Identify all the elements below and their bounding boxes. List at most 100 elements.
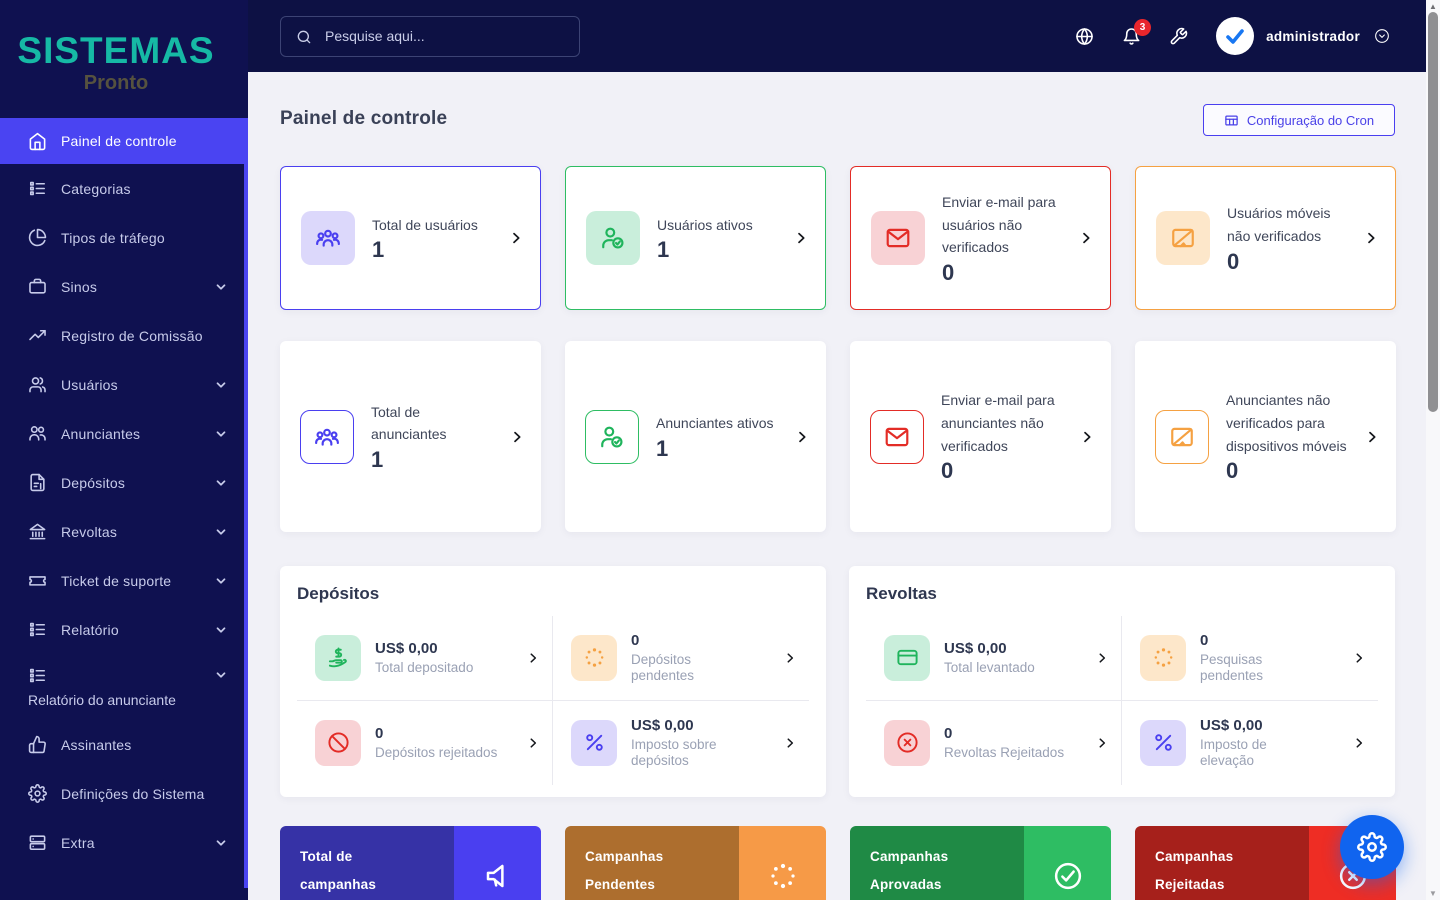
stat-card-usuarios-ativos[interactable]: Usuários ativos 1	[565, 166, 826, 310]
panel-item-total-depositado[interactable]: US$ 0,00 Total depositado	[297, 616, 553, 701]
stat-card-text: Total de usuários 1	[372, 214, 494, 263]
cron-config-button[interactable]: Configuração do Cron	[1203, 104, 1395, 136]
sidebar-item-label: Usuários	[61, 376, 118, 393]
sidebar-item-tipos-de-trafego[interactable]: Tipos de tráfego	[0, 213, 248, 262]
panel-item-depositos-pendentes[interactable]: 0 Depósitos pendentes	[553, 616, 809, 701]
chevron-right-icon	[1363, 230, 1379, 246]
chevron-down-circle-icon[interactable]	[1374, 28, 1390, 44]
revoltas-panel: Revoltas US$ 0,00 Total levantado 0 Pesq…	[849, 566, 1395, 797]
list-icon	[28, 620, 47, 639]
sidebar-item-painel-de-controle[interactable]: Painel de controle	[0, 118, 248, 164]
stat-card-value: 0	[942, 259, 955, 285]
stat-card-title: Usuários móveis não verificados	[1227, 205, 1331, 244]
stat-card-anunciantes-ativos[interactable]: Anunciantes ativos 1	[565, 341, 826, 532]
sidebar-item-sinos[interactable]: Sinos	[0, 262, 248, 311]
sidebar-item-depositos[interactable]: Depósitos	[0, 458, 248, 507]
campaign-card-total-de-campanhas[interactable]: Total de campanhas	[280, 826, 541, 900]
sidebar-item-anunciantes[interactable]: Anunciantes	[0, 409, 248, 458]
panel-item-pesquisas-pendentes[interactable]: 0 Pesquisas pendentes	[1122, 616, 1378, 701]
chevron-right-icon	[526, 736, 540, 750]
sidebar: SISTEMAS Pronto Painel de controle Categ…	[0, 0, 248, 900]
panel-item-label: Imposto sobre depósitos	[631, 736, 717, 768]
loader-icon	[571, 634, 617, 681]
sidebar-item-label: Painel de controle	[61, 133, 177, 149]
panel-item-imposto-sobre-depositos[interactable]: US$ 0,00 Imposto sobre depósitos	[553, 701, 809, 786]
stat-card-text: Usuários ativos 1	[657, 214, 779, 263]
sidebar-item-ticket-de-suporte[interactable]: Ticket de suporte	[0, 556, 248, 605]
pie-chart-icon	[28, 228, 47, 247]
panel-item-depositos-rejeitados[interactable]: 0 Depósitos rejeitados	[297, 700, 553, 785]
stat-card-anunciantes-nao-verificados-moveis[interactable]: Anunciantes não verificados para disposi…	[1135, 341, 1396, 532]
username[interactable]: administrador	[1266, 28, 1360, 44]
sidebar-item-label: Registro de Comissão	[61, 327, 203, 344]
stat-card-title: Enviar e-mail para anunciantes não verif…	[941, 392, 1055, 454]
topbar: 3 administrador	[248, 0, 1426, 72]
page-scrollbar[interactable]: ▲ ▼	[1426, 0, 1440, 900]
avatar[interactable]	[1216, 17, 1255, 55]
trending-up-icon	[28, 326, 47, 345]
sidebar-item-label: Sinos	[61, 278, 98, 295]
users-pair-icon	[28, 424, 47, 443]
x-circle-icon	[884, 719, 930, 766]
gear-icon	[28, 784, 47, 803]
depositos-panel: Depósitos US$ 0,00 Total depositado 0 De…	[280, 566, 826, 797]
globe-icon[interactable]	[1075, 27, 1094, 46]
stat-card-email-anunciantes-nao-verificados[interactable]: Enviar e-mail para anunciantes não verif…	[850, 341, 1111, 532]
bell-icon[interactable]: 3	[1122, 18, 1152, 46]
chevron-right-icon	[1095, 736, 1109, 750]
campaign-card-campanhas-aprovadas[interactable]: Campanhas Aprovadas	[850, 826, 1111, 900]
users-icon	[28, 375, 47, 394]
scrollbar-down-arrow[interactable]: ▼	[1429, 889, 1437, 898]
panel-item-imposto-de-elevacao[interactable]: US$ 0,00 Imposto de elevação	[1122, 701, 1378, 786]
stat-card-title: Anunciantes ativos	[656, 415, 774, 432]
sidebar-item-label: Categorias	[61, 180, 131, 197]
campaign-label-line2: campanhas	[300, 876, 377, 892]
sidebar-item-assinantes[interactable]: Assinantes	[0, 720, 248, 769]
sidebar-item-relatorio-do-anunciante[interactable]: Relatório do anunciante	[0, 654, 248, 720]
brand-logo[interactable]: SISTEMAS Pronto	[0, 0, 232, 95]
sidebar-item-categorias[interactable]: Categorias	[0, 164, 248, 213]
users-group-icon	[301, 211, 355, 265]
panel-item-label: Pesquisas pendentes	[1200, 651, 1264, 683]
loader-icon	[1140, 634, 1186, 681]
panel-item-value: 0	[631, 631, 640, 649]
panel-item-label: Imposto de elevação	[1200, 736, 1267, 768]
panel-item-label: Total depositado	[375, 659, 474, 675]
stat-card-value: 0	[941, 458, 954, 484]
sidebar-item-definicoes-do-sistema[interactable]: Definições do Sistema	[0, 769, 248, 818]
stat-card-email-usuarios-nao-verificados[interactable]: Enviar e-mail para usuários não verifica…	[850, 166, 1111, 310]
chevron-right-icon	[1079, 429, 1095, 445]
stat-card-total-de-anunciantes[interactable]: Total de anunciantes 1	[280, 341, 541, 532]
search-input[interactable]	[281, 16, 579, 56]
sidebar-item-label: Assinantes	[61, 736, 132, 753]
panel-item-total-levantado[interactable]: US$ 0,00 Total levantado	[866, 616, 1122, 701]
sidebar-item-registro-de-comissao[interactable]: Registro de Comissão	[0, 311, 248, 360]
scrollbar-thumb[interactable]	[1428, 12, 1438, 412]
stat-card-usuarios-moveis-nao-verificados[interactable]: Usuários móveis não verificados 0	[1135, 166, 1396, 310]
panel-item-value: US$ 0,00	[375, 639, 438, 657]
campaign-card-campanhas-rejeitadas[interactable]: Campanhas Rejeitadas	[1135, 826, 1396, 900]
sidebar-item-label: Relatório	[61, 621, 119, 638]
sidebar-item-usuarios[interactable]: Usuários	[0, 360, 248, 409]
stat-card-text: Enviar e-mail para anunciantes não verif…	[941, 389, 1063, 483]
panel-item-text: 0 Pesquisas pendentes	[1200, 632, 1324, 684]
server-icon	[28, 833, 47, 852]
chevron-down-icon	[214, 574, 228, 588]
chevron-right-icon	[509, 429, 525, 445]
sidebar-scrollbar-thumb[interactable]	[244, 118, 248, 888]
stat-card-text: Usuários móveis não verificados 0	[1227, 202, 1349, 274]
hand-dollar-icon	[315, 634, 361, 681]
stat-card-total-de-usuarios[interactable]: Total de usuários 1	[280, 166, 541, 310]
panel-item-revoltas-rejeitados[interactable]: 0 Revoltas Rejeitados	[866, 700, 1122, 785]
sidebar-item-extra[interactable]: Extra	[0, 818, 248, 867]
scrollbar-up-arrow[interactable]: ▲	[1429, 2, 1437, 11]
panel-item-text: 0 Revoltas Rejeitados	[944, 725, 1068, 761]
wrench-icon[interactable]	[1169, 27, 1188, 46]
sidebar-item-relatorio[interactable]: Relatório	[0, 605, 248, 654]
campaign-card-campanhas-pendentes[interactable]: Campanhas Pendentes	[565, 826, 826, 900]
sidebar-item-revoltas[interactable]: Revoltas	[0, 507, 248, 556]
chevron-down-icon	[214, 836, 228, 850]
panel-title: Depósitos	[297, 584, 380, 603]
gear-icon	[1357, 832, 1387, 862]
settings-fab-button[interactable]	[1340, 815, 1404, 879]
